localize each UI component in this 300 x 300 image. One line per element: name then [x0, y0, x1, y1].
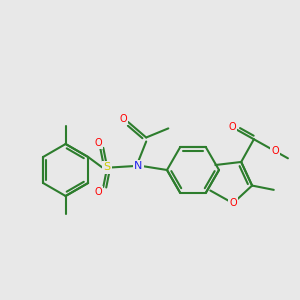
Text: O: O	[272, 146, 279, 156]
Text: O: O	[229, 198, 237, 208]
Text: O: O	[119, 114, 127, 124]
Text: O: O	[94, 138, 102, 148]
Text: N: N	[134, 161, 142, 171]
Text: O: O	[94, 187, 102, 197]
Text: S: S	[103, 162, 111, 172]
Text: O: O	[229, 122, 236, 132]
